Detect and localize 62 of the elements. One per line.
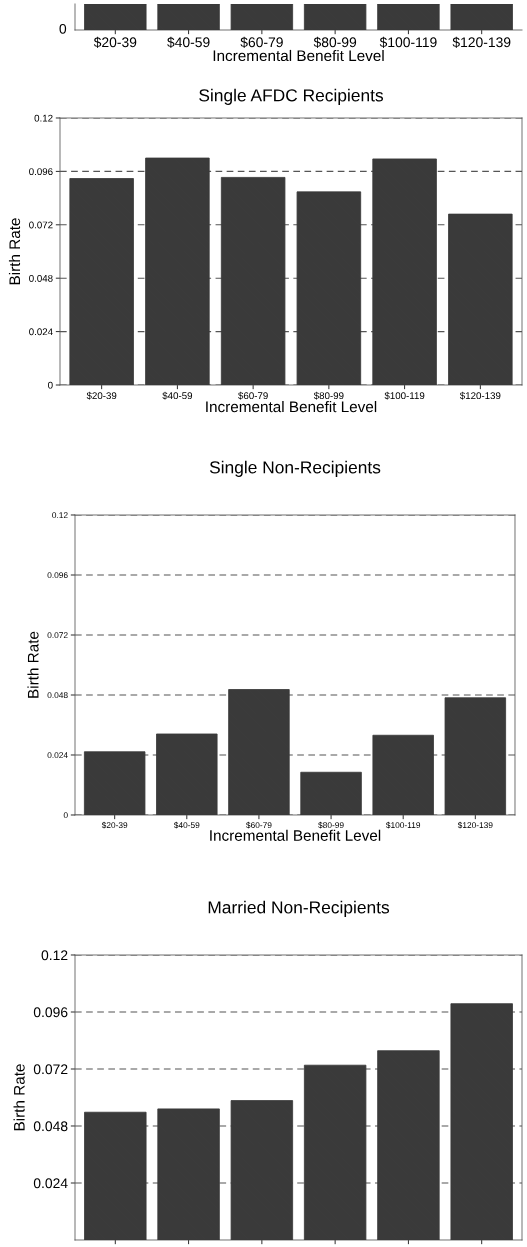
y-tick-label: 0.024 (47, 752, 68, 759)
bar (83, 751, 146, 815)
bar (300, 771, 362, 815)
bar (220, 176, 286, 385)
chart-title: Single Non-Recipients (209, 460, 381, 477)
x-tick-label: $20-39 (93, 36, 137, 48)
x-tick-label: $20-39 (86, 391, 117, 400)
y-tick-label: 0.12 (41, 950, 68, 961)
x-tick-label: $60-79 (246, 821, 272, 829)
bar (156, 733, 218, 815)
x-tick-label: $40-59 (167, 36, 210, 48)
x-axis-title: Incremental Benefit Level (210, 829, 381, 841)
x-tick-label: $20-39 (101, 821, 128, 829)
y-tick-label: 0.096 (33, 1007, 68, 1018)
x-tick-label: $100-119 (384, 391, 425, 400)
y-tick-label: 0.072 (33, 1064, 68, 1075)
x-tick-label: $40-59 (162, 391, 193, 400)
bar (69, 178, 134, 385)
y-tick-label: 0.048 (29, 274, 53, 282)
y-tick-label: 0 (48, 381, 53, 389)
bar (444, 697, 507, 815)
x-axis-title: Incremental Benefit Level (206, 401, 377, 413)
x-tick-label: $100-119 (379, 36, 437, 48)
x-tick-label: $120-139 (459, 391, 501, 400)
bar (377, 1050, 440, 1240)
x-tick-label: $80-99 (313, 36, 357, 48)
chart-title: Married Non-Recipients (208, 900, 390, 917)
bar (372, 734, 434, 815)
y-tick-label: 0.024 (29, 328, 53, 336)
x-tick-label: $80-99 (318, 821, 344, 829)
y-tick-label: 0.096 (47, 572, 68, 579)
y-axis-title: Birth Rate (8, 218, 21, 285)
y-tick-label: 0 (63, 812, 68, 819)
y-tick-label: 0.048 (33, 1121, 68, 1132)
x-tick-label: $40-59 (173, 821, 200, 829)
x-tick-label: $120-139 (452, 36, 511, 48)
bar (296, 191, 362, 385)
x-tick-label: $60-79 (240, 36, 283, 48)
bar (228, 689, 290, 815)
x-tick-label: $80-99 (313, 391, 344, 400)
bar (157, 1108, 220, 1240)
bar (450, 1003, 513, 1240)
y-tick-label: 0.12 (34, 114, 53, 122)
y-tick-label: 0.024 (33, 1178, 68, 1189)
bar (145, 157, 210, 385)
x-axis-title: Incremental Benefit Level (213, 49, 384, 62)
chart-title: Single AFDC Recipients (199, 88, 384, 105)
y-tick-label: 0.072 (47, 632, 68, 639)
y-axis-title: Birth Rate (13, 1064, 25, 1131)
bar (230, 1100, 294, 1240)
y-tick-label: 0.072 (29, 221, 53, 229)
bar (448, 213, 513, 385)
bar (303, 1064, 367, 1240)
y-tick-label: 0.12 (52, 512, 68, 519)
bar (372, 158, 437, 385)
bar (84, 1111, 147, 1240)
y-tick-label: 0.048 (47, 692, 68, 699)
y-tick-label: 0.096 (29, 168, 53, 176)
x-tick-label: $100-119 (385, 821, 421, 829)
x-tick-label: $60-79 (238, 391, 268, 400)
x-tick-label: $120-139 (457, 821, 493, 829)
y-axis-title: Birth Rate (27, 631, 39, 698)
